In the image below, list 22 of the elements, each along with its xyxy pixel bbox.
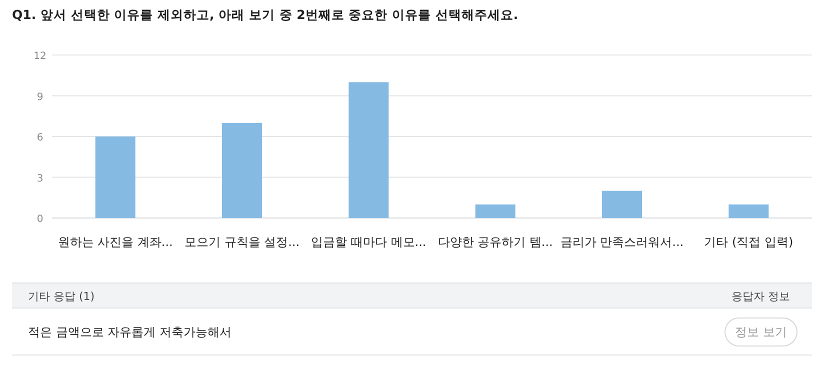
text: 적은 금액으로 자유롭게 저축가능해서	[28, 325, 232, 339]
x-tick-label: 원하는 사진을 계좌...	[58, 235, 173, 249]
chart-title: Q1. 앞서 선택한 이유를 제외하고, 아래 보기 중 2번째로 중요한 이유를 선택해주세요.	[12, 7, 518, 22]
bar	[602, 190, 642, 218]
bar	[95, 136, 136, 218]
y-tick-label: 0	[36, 214, 44, 225]
bar	[475, 204, 516, 218]
y-tick-label: 6	[36, 132, 44, 144]
bar	[728, 204, 769, 218]
x-tick-label: 입금할 때마다 메모...	[311, 235, 426, 249]
bar	[348, 82, 389, 218]
bar	[222, 122, 262, 218]
text: 정보 보기	[735, 325, 787, 339]
x-tick-label: 기타 (직접 입력)	[704, 235, 794, 249]
text: 응답자 정보	[732, 290, 790, 303]
text: 기타 응답 (1)	[28, 290, 95, 303]
y-tick-label: 3	[36, 173, 44, 184]
x-tick-label: 다양한 공유하기 템...	[438, 235, 553, 249]
y-tick-label: 9	[36, 92, 44, 103]
y-tick-label: 12	[34, 51, 46, 62]
x-tick-label: 금리가 만족스러워서...	[560, 235, 684, 249]
x-tick-label: 모으기 규칙을 설정...	[184, 235, 300, 249]
